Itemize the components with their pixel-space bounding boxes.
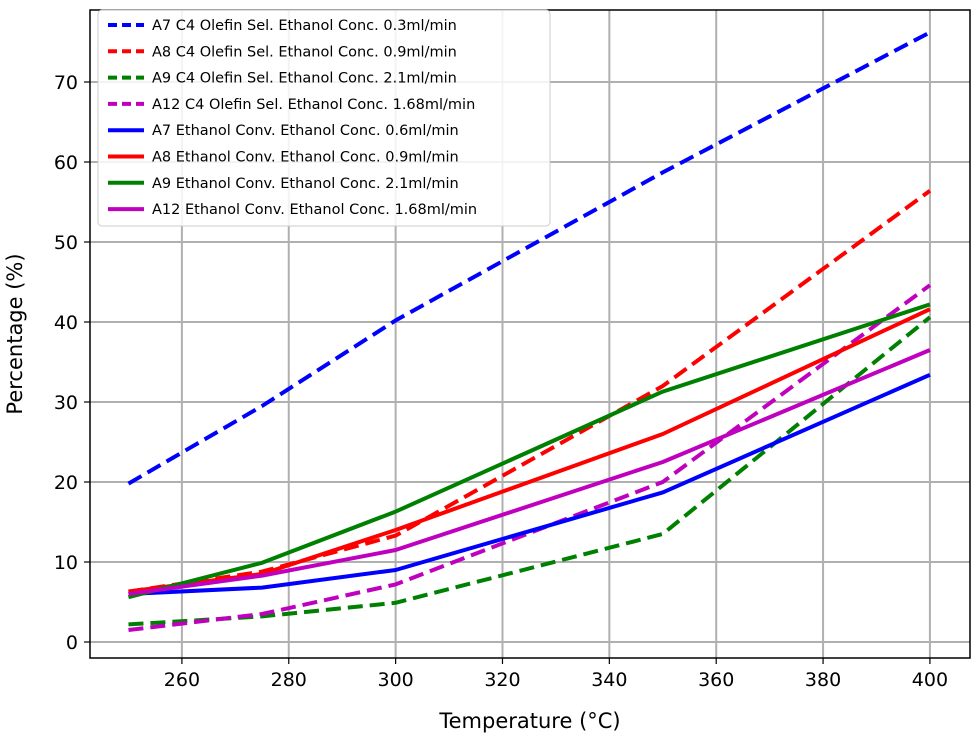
y-tick-label: 10 [54,552,78,574]
legend-label: A12 C4 Olefin Sel. Ethanol Conc. 1.68ml/… [152,97,475,113]
x-tick-label: 260 [164,669,200,691]
x-tick-label: 280 [271,669,307,691]
x-tick-label: 380 [805,669,841,691]
y-tick-label: 20 [54,472,78,494]
y-axis-label: Percentage (%) [3,253,27,414]
series-line [128,372,931,596]
series-line [128,283,932,632]
legend-label: A12 Ethanol Conv. Ethanol Conc. 1.68ml/m… [152,202,477,218]
y-tick-label: 50 [54,232,78,254]
series-line [128,348,931,596]
y-tick-label: 0 [66,632,78,654]
legend-label: A9 Ethanol Conv. Ethanol Conc. 2.1ml/min [152,176,459,192]
legend-label: A7 C4 Olefin Sel. Ethanol Conc. 0.3ml/mi… [152,18,457,34]
y-tick-label: 30 [54,392,78,414]
grid [90,10,970,658]
y-tick-label: 70 [54,72,78,94]
ticks: 260 280 300 320 340 360 380 400 0 10 20 30 40 50 60 70 [54,72,948,691]
y-tick-label: 40 [54,312,78,334]
series-lines [127,30,932,632]
legend: A7 C4 Olefin Sel. Ethanol Conc. 0.3ml/mi… [97,9,551,227]
legend-box [97,9,551,227]
x-axis-label: Temperature (°C) [438,709,620,733]
legend-label: A8 Ethanol Conv. Ethanol Conc. 0.9ml/min [152,150,459,166]
x-tick-label: 360 [698,669,734,691]
y-tick-label: 60 [54,152,78,174]
x-tick-label: 400 [912,669,948,691]
series-line [127,302,931,600]
legend-label: A8 C4 Olefin Sel. Ethanol Conc. 0.9ml/mi… [152,44,457,60]
legend-label: A9 C4 Olefin Sel. Ethanol Conc. 2.1ml/mi… [152,71,457,87]
x-tick-label: 340 [591,669,627,691]
x-tick-label: 320 [484,669,520,691]
x-tick-label: 300 [377,669,413,691]
series-line [127,30,931,486]
legend-label: A7 Ethanol Conv. Ethanol Conc. 0.6ml/min [152,123,459,139]
